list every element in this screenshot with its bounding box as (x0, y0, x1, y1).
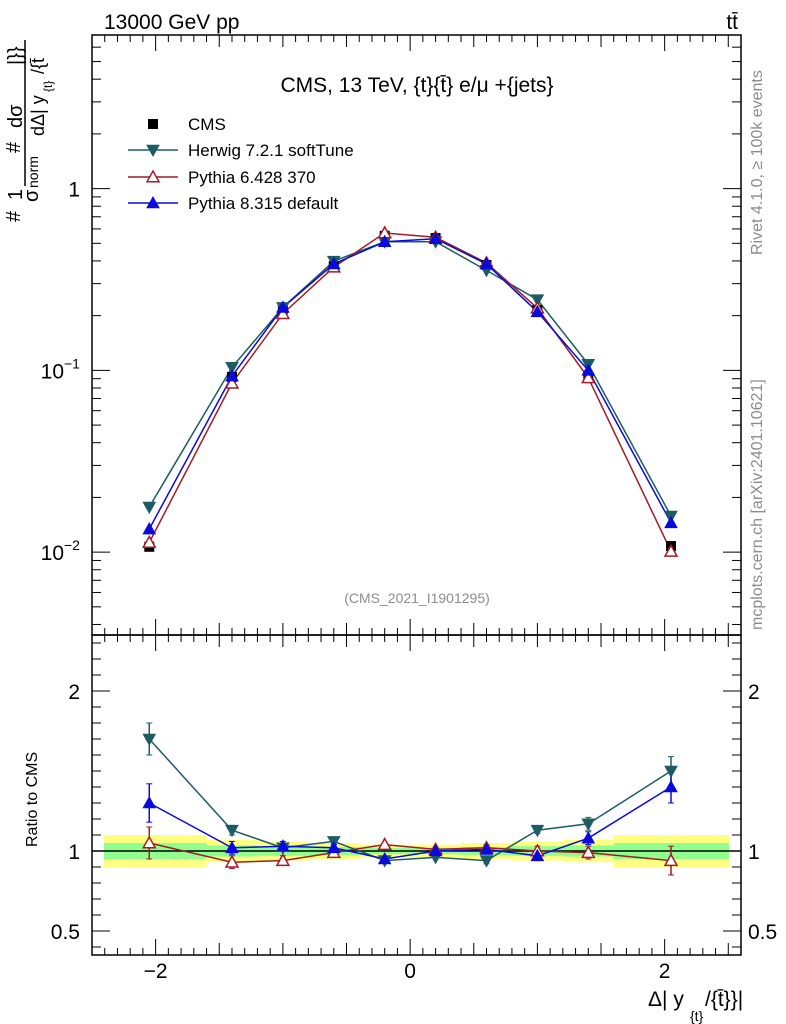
svg-text:dΔ| y: dΔ| y (28, 95, 48, 136)
ratio-y-tick-label-left-1: 1 (68, 841, 80, 864)
main-y-tick-label-2: 1 (68, 179, 80, 202)
energy-label: 13000 GeV pp (104, 11, 239, 34)
main-point-series-2-5 (428, 231, 443, 245)
svg-text:#: # (3, 210, 25, 222)
ratio-y-tick-label-right-1: 1 (748, 841, 760, 864)
legend-label-3: Pythia 8.315 default (188, 194, 339, 213)
legend-marker-3 (146, 195, 160, 209)
ratio-point-series-0-9 (664, 765, 678, 779)
x-tick-label-0: −2 (144, 960, 168, 983)
main-y-tick-label-0: 10 (41, 542, 64, 565)
legend-label-2: Pythia 6.428 370 (188, 168, 316, 187)
main-point-series-1-9 (663, 543, 679, 557)
ratio-line-series-2 (148, 786, 672, 860)
ratio-y-tick-label-right-0: 0.5 (748, 921, 777, 944)
main-y-tick-label-1: 10 (41, 360, 64, 383)
main-line-series-2 (148, 237, 672, 530)
svg-text:{t}: {t} (690, 1008, 704, 1024)
svg-text:#: # (3, 141, 25, 153)
main-point-series-1-8 (581, 370, 596, 384)
ratio-point-series-2-7 (530, 848, 545, 862)
main-point-series-2-4 (377, 234, 392, 248)
ratio-point-series-2-5 (428, 843, 443, 857)
chart-title: CMS, 13 TeV, {t}{t̄} e/μ +{jets} (280, 74, 553, 97)
main-point-series-0-1 (225, 361, 239, 375)
ratio-point-series-2-8 (581, 831, 596, 844)
svg-text:{t}: {t} (41, 81, 55, 92)
ratio-plot-frame (91, 634, 742, 956)
ratio-line-series-0 (148, 738, 672, 862)
main-point-series-1-0 (141, 534, 157, 549)
ratio-point-series-1-2 (275, 853, 291, 867)
svg-text:σ: σ (21, 189, 43, 202)
ratio-y-tick-label-left-0: 0.5 (51, 921, 80, 944)
legend-marker-1 (146, 144, 160, 158)
ratio-point-series-0-0 (142, 733, 157, 747)
main-point-series-2-2 (276, 300, 290, 313)
main-y-tick-exp-0: −2 (64, 537, 80, 553)
rivet-label: Rivet 4.1.0, ≥ 100k events (749, 70, 766, 255)
main-point-series-2-3 (326, 256, 341, 270)
ratio-y-tick-label-left-2: 2 (68, 681, 80, 704)
legend-label-1: Herwig 7.2.1 softTune (188, 141, 354, 160)
main-point-series-2-0 (142, 521, 157, 535)
svg-text:dσ: dσ (5, 104, 27, 128)
ratio-y-axis-label: Ratio to CMS (24, 752, 41, 847)
svg-text:/{t̄: /{t̄ (28, 58, 48, 74)
ratio-line-series-1 (149, 842, 672, 863)
ratio-point-series-2-4 (377, 851, 392, 865)
main-point-series-2-8 (581, 363, 596, 376)
ratio-point-series-2-3 (326, 840, 341, 854)
main-point-series-1-2 (275, 306, 291, 320)
svg-text:1: 1 (5, 189, 27, 200)
ratio-point-series-0-7 (530, 824, 545, 838)
ratio-point-series-1-9 (663, 853, 679, 867)
x-axis-label: Δ| y {t} /{t̄}}| (648, 988, 743, 1024)
analysis-id: (CMS_2021_I1901295) (344, 590, 490, 606)
ratio-point-series-1-4 (377, 837, 392, 851)
main-point-series-2-1 (225, 369, 239, 382)
svg-text:norm: norm (25, 156, 41, 188)
legend-marker-0 (148, 119, 158, 129)
legend-label-0: CMS (188, 115, 226, 134)
main-line-series-1 (148, 232, 672, 552)
ratio-point-series-0-8 (581, 818, 596, 831)
ratio-point-series-1-8 (581, 845, 596, 859)
main-point-series-2-9 (664, 515, 678, 529)
ratio-point-series-2-9 (664, 779, 678, 793)
main-line-series-0 (148, 241, 672, 517)
main-point-series-2-6 (479, 256, 494, 270)
svg-text:|}}: |}} (5, 46, 27, 65)
ratio-point-series-1-0 (141, 835, 157, 849)
ratio-point-series-2-6 (479, 842, 494, 855)
svg-text:/{t̄}}|: /{t̄}}| (705, 988, 743, 1011)
main-y-axis-label: # 1 σ norm # dσ dΔ| y {t} /{t̄ |}} (3, 40, 55, 222)
main-y-tick-exp-1: −1 (64, 355, 80, 371)
legend-marker-2 (145, 169, 161, 183)
ratio-point-series-1-1 (224, 854, 240, 868)
main-point-series-0-7 (530, 294, 545, 307)
x-tick-label-2: 2 (659, 960, 671, 983)
svg-text:Δ| y: Δ| y (648, 988, 684, 1011)
main-point-series-2-7 (530, 304, 545, 318)
ratio-point-series-2-2 (276, 839, 290, 852)
ratio-point-series-2-0 (142, 795, 157, 809)
process-label: tt̄ (726, 11, 738, 34)
ratio-point-series-0-1 (225, 824, 239, 838)
ratio-y-tick-label-right-2: 2 (748, 681, 760, 704)
ratio-point-series-0-6 (479, 855, 494, 868)
mcplots-label: mcplots.cern.ch [arXiv:2401.10621] (749, 379, 766, 630)
main-point-series-0-0 (142, 501, 157, 515)
main-point-series-1-1 (224, 375, 240, 389)
ratio-point-series-2-1 (225, 840, 239, 854)
x-tick-label-1: 0 (404, 960, 416, 983)
